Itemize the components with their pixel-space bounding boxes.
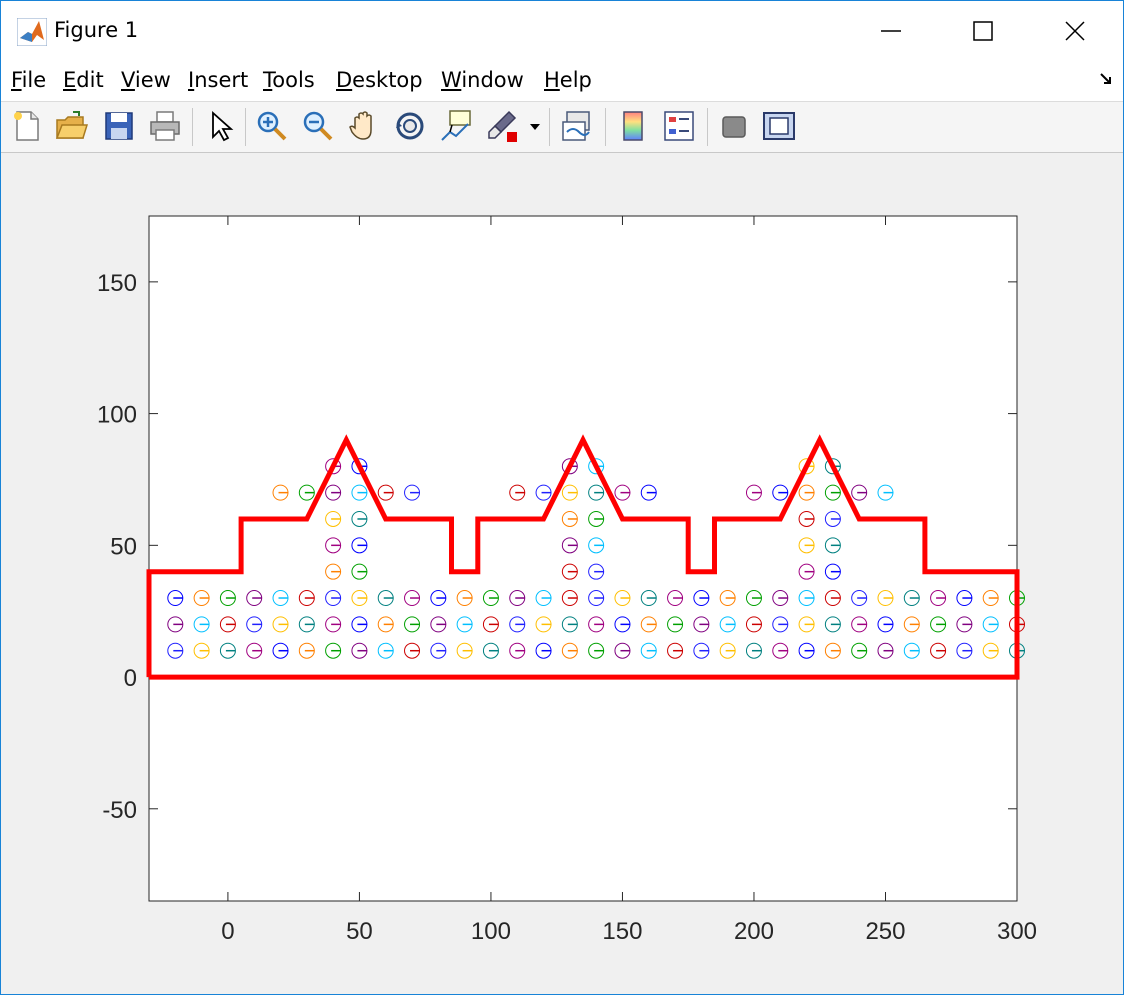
open-file-icon[interactable] (53, 108, 89, 144)
maximize-button[interactable] (937, 1, 1029, 61)
new-figure-icon[interactable] (9, 108, 45, 144)
rotate-3d-icon[interactable] (392, 108, 428, 144)
brush-icon[interactable] (485, 108, 521, 144)
menu-view[interactable]: View (121, 68, 171, 92)
x-tick-label: 50 (346, 918, 373, 945)
matlab-logo-icon (17, 18, 47, 46)
x-tick-label: 0 (221, 918, 234, 945)
figure-canvas[interactable]: 0 50 100 150 200 250 300 -50 0 50 100 150 (1, 153, 1123, 994)
hide-plot-tools-icon[interactable] (716, 108, 752, 144)
link-plot-icon[interactable] (559, 108, 595, 144)
data-cursor-icon[interactable] (438, 108, 474, 144)
close-button[interactable] (1029, 1, 1121, 61)
menu-window[interactable]: Window (441, 68, 524, 92)
colorbar-icon[interactable] (615, 108, 651, 144)
menu-insert[interactable]: Insert (188, 68, 249, 92)
y-tick-label: 0 (124, 665, 137, 692)
y-tick-label: -50 (102, 797, 137, 824)
menu-edit[interactable]: Edit (63, 68, 104, 92)
zoom-in-icon[interactable] (254, 108, 290, 144)
minimize-icon (881, 30, 901, 32)
legend-icon[interactable] (661, 108, 697, 144)
brush-dropdown-icon[interactable] (527, 108, 543, 144)
title-bar[interactable]: Figure 1 (1, 1, 1123, 61)
pan-hand-icon[interactable] (346, 108, 382, 144)
dock-figure-icon[interactable] (1099, 71, 1115, 87)
x-tick-label: 200 (734, 918, 774, 945)
x-tick-label: 150 (602, 918, 642, 945)
y-tick-label: 150 (97, 270, 137, 297)
x-tick-label: 300 (997, 918, 1037, 945)
menu-file[interactable]: File (11, 68, 47, 92)
x-tick-label: 250 (865, 918, 905, 945)
save-icon[interactable] (101, 108, 137, 144)
toolbar-separator (707, 108, 708, 146)
outline-polygon (146, 434, 1020, 680)
menu-desktop[interactable]: Desktop (336, 68, 423, 92)
window-title: Figure 1 (54, 18, 139, 42)
toolbar-separator (605, 108, 606, 146)
minimize-button[interactable] (845, 1, 937, 61)
zoom-out-icon[interactable] (300, 108, 336, 144)
toolbar-separator (245, 108, 246, 146)
print-icon[interactable] (147, 108, 183, 144)
axes-box (148, 215, 1018, 902)
axes-plot[interactable]: 0 50 100 150 200 250 300 -50 0 50 100 150 (1, 153, 1123, 994)
y-tick-label: 100 (97, 402, 137, 429)
toolbar-separator (549, 108, 550, 146)
menu-help[interactable]: Help (544, 68, 592, 92)
maximize-icon (973, 21, 993, 41)
close-icon (1065, 21, 1085, 41)
x-tick-label: 100 (471, 918, 511, 945)
toolbar-separator (192, 108, 193, 146)
menu-bar: File Edit View Insert Tools Desktop Wind… (1, 61, 1123, 102)
figure-toolbar (1, 102, 1123, 153)
show-plot-tools-icon[interactable] (761, 108, 797, 144)
y-tick-label: 50 (110, 533, 137, 560)
edit-plot-arrow-icon[interactable] (203, 108, 239, 144)
menu-tools[interactable]: Tools (263, 68, 315, 92)
